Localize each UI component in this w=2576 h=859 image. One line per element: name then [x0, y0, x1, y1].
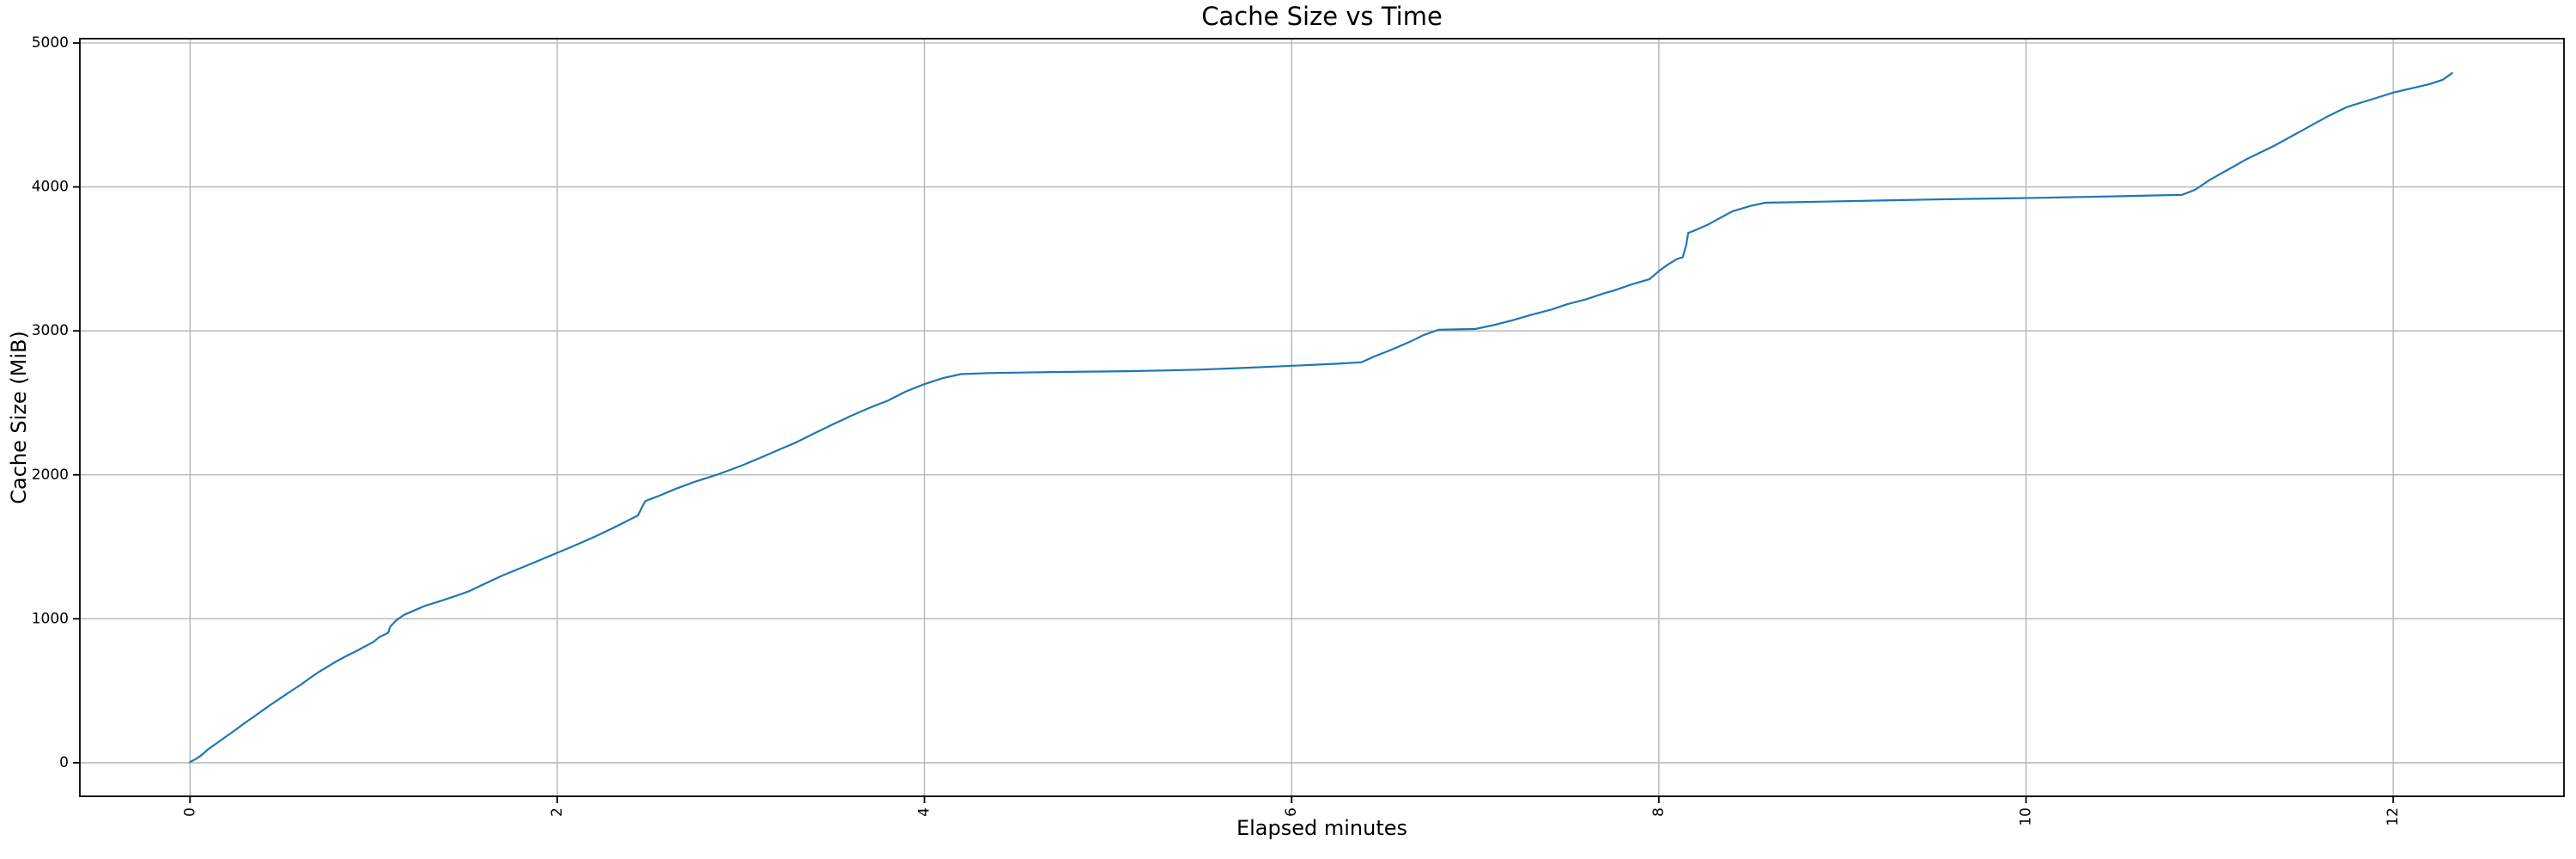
- x-tick-label: 6: [1283, 807, 1300, 817]
- y-tick-label: 0: [59, 754, 69, 771]
- x-axis-label: Elapsed minutes: [1236, 816, 1408, 840]
- x-tick-label: 4: [916, 807, 933, 817]
- x-tick-label: 8: [1650, 807, 1668, 817]
- x-tick-label: 2: [549, 807, 566, 817]
- x-tick-label: 12: [2385, 807, 2402, 826]
- x-tick-label: 10: [2018, 807, 2035, 826]
- y-tick-label: 4000: [32, 179, 69, 196]
- plot-spines: [79, 38, 2565, 797]
- x-tick-label: 0: [181, 807, 198, 817]
- cache-size-line: [189, 72, 2453, 764]
- y-tick-label: 1000: [32, 610, 69, 627]
- chart-title: Cache Size vs Time: [1201, 2, 1443, 31]
- y-tick-label: 3000: [32, 322, 69, 339]
- y-axis-label: Cache Size (MiB): [7, 331, 31, 504]
- y-tick-label: 5000: [32, 34, 69, 52]
- y-tick-label: 2000: [32, 466, 69, 484]
